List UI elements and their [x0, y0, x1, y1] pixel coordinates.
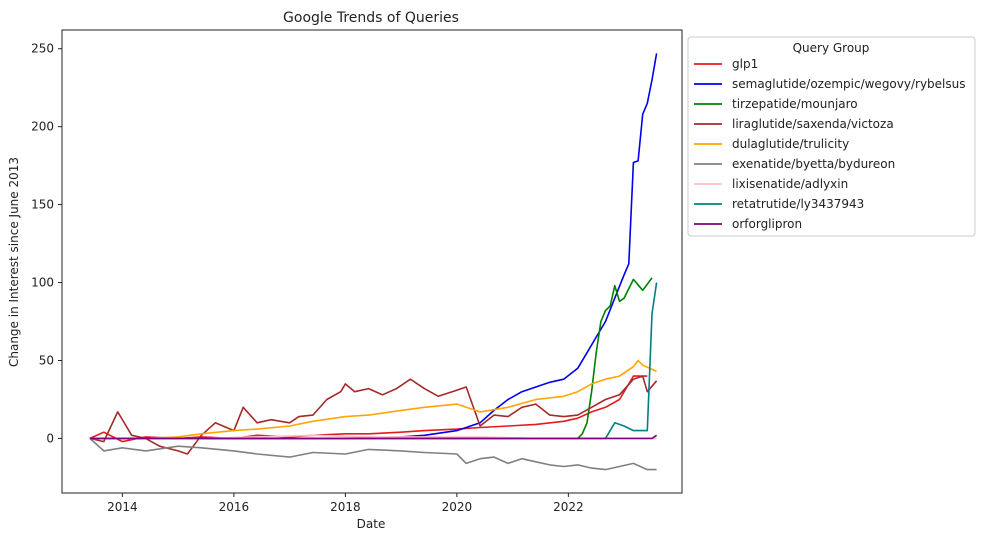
- legend-item: exenatide/byetta/bydureon: [694, 157, 895, 171]
- series-line-glp1: [89, 375, 648, 443]
- legend-label: lixisenatide/adlyxin: [732, 177, 848, 191]
- legend-label: liraglutide/saxenda/victoza: [732, 117, 894, 131]
- series-line-semaglutide: [89, 53, 658, 440]
- x-axis-label: Date: [357, 517, 386, 531]
- y-tick-label: 0: [46, 431, 54, 445]
- legend-label: glp1: [732, 57, 758, 71]
- legend: Query Group glp1 semaglutide/ozempic/wego…: [687, 36, 976, 237]
- series-line-retatrutide: [89, 282, 658, 440]
- series-line-liraglutide: [89, 375, 658, 455]
- plot-area: 2014 2016 2018 2020 2022 0 50 100 150 200 250: [31, 29, 683, 514]
- x-tick-label: 2016: [219, 500, 250, 514]
- x-tick-label: 2020: [442, 500, 473, 514]
- plot-frame: [61, 29, 683, 494]
- legend-frame: [687, 36, 976, 237]
- y-axis-ticks: 0 50 100 150 200 250: [31, 42, 62, 445]
- legend-item: liraglutide/saxenda/victoza: [694, 117, 894, 131]
- y-tick-label: 100: [31, 276, 54, 290]
- legend-item: dulaglutide/trulicity: [694, 137, 849, 151]
- legend-items: glp1 semaglutide/ozempic/wegovy/rybelsus t…: [694, 57, 966, 231]
- x-axis-ticks: 2014 2016 2018 2020 2022: [107, 493, 584, 514]
- series-line-dulaglutide: [89, 359, 657, 440]
- x-tick-label: 2022: [553, 500, 584, 514]
- x-tick-label: 2014: [107, 500, 138, 514]
- legend-item: tirzepatide/mounjaro: [694, 97, 858, 111]
- y-tick-label: 50: [39, 353, 54, 367]
- legend-item: glp1: [694, 57, 758, 71]
- series-line-orforglipron: [89, 434, 658, 440]
- series-line-tirzepatide: [89, 277, 653, 440]
- x-tick-label: 2018: [330, 500, 361, 514]
- series-layer: [89, 53, 658, 471]
- legend-item: retatrutide/ly3437943: [694, 197, 864, 211]
- y-tick-label: 250: [31, 42, 54, 56]
- y-tick-label: 150: [31, 198, 54, 212]
- y-tick-label: 200: [31, 120, 54, 134]
- legend-label: semaglutide/ozempic/wegovy/rybelsus: [732, 77, 966, 91]
- chart-title: Google Trends of Queries: [283, 10, 459, 26]
- legend-label: exenatide/byetta/bydureon: [732, 157, 895, 171]
- legend-label: orforglipron: [732, 217, 802, 231]
- legend-label: retatrutide/ly3437943: [732, 197, 864, 211]
- series-line-exenatide: [89, 437, 657, 471]
- legend-label: dulaglutide/trulicity: [732, 137, 849, 151]
- legend-item: lixisenatide/adlyxin: [694, 177, 848, 191]
- legend-title: Query Group: [793, 41, 870, 55]
- legend-label: tirzepatide/mounjaro: [732, 97, 858, 111]
- legend-item: orforglipron: [694, 217, 802, 231]
- legend-item: semaglutide/ozempic/wegovy/rybelsus: [694, 77, 966, 91]
- y-axis-label: Change in Interest since June 2013: [7, 157, 21, 367]
